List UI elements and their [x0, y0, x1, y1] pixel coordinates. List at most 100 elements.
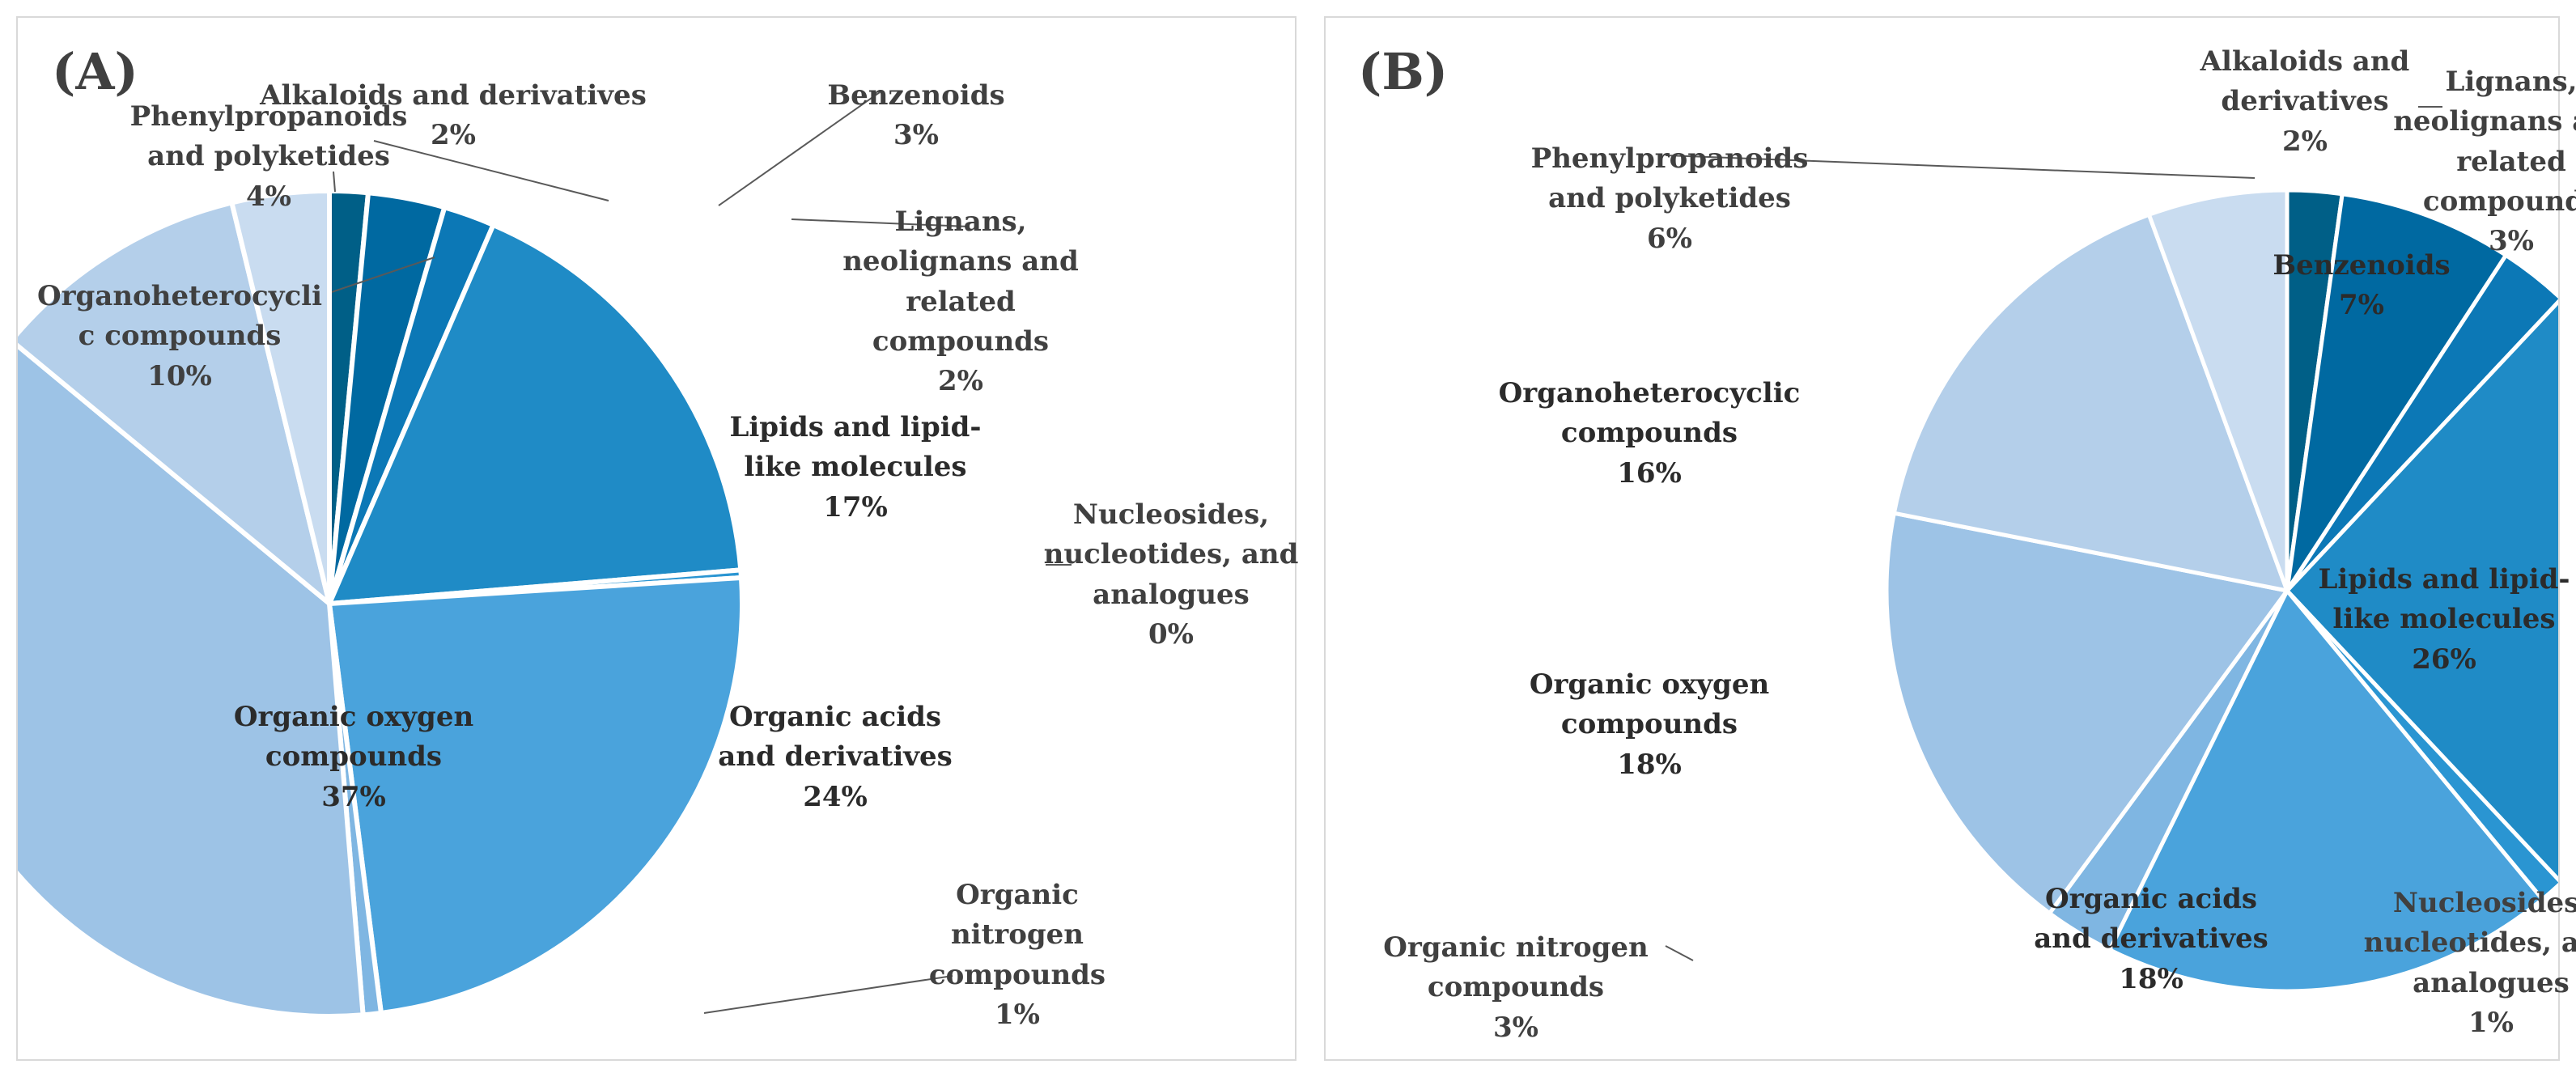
slice-label-organic-nitrogen-compounds: Organic nitrogen compounds 1%	[929, 876, 1106, 1035]
pie-slice-organic-oxygen-compounds	[18, 342, 366, 1019]
slice-label-benzenoids: Benzenoids 3%	[827, 76, 1004, 156]
slice-percent: 18%	[1617, 748, 1682, 781]
slice-label-line: neolignans and	[2393, 105, 2576, 138]
slice-label-line: c compounds	[78, 320, 282, 353]
pie-slice-organoheterocyclic-compounds	[1891, 212, 2290, 593]
leader-line-organoheterocyclic-compounds	[316, 257, 435, 298]
slice-label-line: Alkaloids and derivatives	[260, 79, 647, 112]
slice-label-line: and polyketides	[1548, 182, 1791, 215]
slice-label-line: analogues	[2413, 966, 2570, 999]
slice-label-line: nitrogen	[950, 918, 1084, 952]
slice-label-line: like molecules	[2332, 603, 2556, 636]
slice-percent: 26%	[2412, 642, 2476, 676]
slice-label-line: Organic oxygen	[233, 701, 474, 733]
slice-label-line: nucleotides, and	[2363, 926, 2576, 960]
slice-label-line: like molecules	[744, 451, 967, 484]
pie-slice-benzenoids	[2285, 192, 2508, 593]
slice-label-line: Benzenoids	[2273, 249, 2451, 282]
pie-slice-lignans-neolignans-and-related-compounds	[2285, 252, 2558, 593]
slice-percent: 3%	[2489, 225, 2534, 258]
slice-label-phenylpropanoids-and-polyketides: Phenylpropanoids and polyketides 6%	[1531, 139, 1809, 259]
slice-label-line: and derivatives	[2034, 922, 2268, 956]
pie-slice-lipids-and-lipid-like-molecules	[2285, 299, 2558, 883]
slice-label-line: compounds	[265, 740, 443, 774]
slice-percent: 4%	[246, 180, 291, 213]
pie-chart-a	[18, 91, 1072, 1019]
chart-panel-b: (B) Alkaloids and derivatives 2% Benzenoids…	[1324, 16, 2576, 1061]
slice-label-alkaloids-and-derivatives: Alkaloids and derivatives 2%	[260, 76, 647, 156]
slice-label-organic-oxygen-compounds: Organic oxygen compounds 18%	[1530, 665, 1769, 785]
slice-label-line: Nucleosides,	[2392, 887, 2576, 919]
slice-label-lipids-and-lipid-like-molecules: Lipids and lipid-like molecules 17%	[729, 408, 981, 528]
slice-label-line: related	[906, 285, 1016, 318]
slice-label-line: related	[2456, 145, 2566, 178]
leader-line-alkaloids-and-derivatives	[333, 171, 336, 193]
slice-label-line: Lipids and lipid-	[2318, 563, 2570, 596]
slice-label-lipids-and-lipid-like-molecules: Lipids and lipid-like molecules 26%	[2318, 560, 2570, 680]
pie-slice-lipids-and-lipid-like-molecules	[327, 222, 744, 606]
slice-label-line: Organoheterocycli	[36, 280, 323, 312]
slice-label-line: Benzenoids	[827, 79, 1005, 112]
slice-percent: 18%	[2119, 962, 2183, 995]
slice-label-phenylpropanoids-and-polyketides: Phenylpropanoids and polyketides 4%	[130, 97, 408, 217]
slice-percent: 6%	[1647, 222, 1692, 255]
panel-label-b: (B)	[1358, 42, 1449, 101]
slice-label-line: Lignans,	[894, 206, 1027, 238]
slice-label-organoheterocyclic-compounds: Organoheterocyclic compounds 16%	[1499, 374, 1801, 494]
slice-label-lignans-neolignans-and-related-compounds: Lignans, neolignans and related compounds 2%	[842, 202, 1079, 401]
slice-percent: 3%	[1493, 1011, 1538, 1044]
slice-label-line: compounds	[1560, 417, 1738, 450]
pie-slice-organoheterocyclic-compounds	[18, 200, 332, 606]
pie-chart-b	[1665, 106, 2558, 994]
slice-percent: 17%	[823, 490, 888, 524]
pie-slice-organic-acids-and-derivatives	[2107, 588, 2545, 994]
panel-label-a: (A)	[52, 42, 138, 101]
slice-label-line: analogues	[1093, 578, 1250, 611]
slice-label-line: Organoheterocyclic	[1498, 377, 1801, 409]
slice-label-line: compounds	[872, 324, 1050, 358]
slice-label-line: Organic acids	[728, 701, 942, 733]
slice-label-line: Organic nitrogen	[1383, 931, 1649, 964]
slice-label-organic-nitrogen-compounds: Organic nitrogen compounds 3%	[1383, 928, 1649, 1048]
slice-percent: 37%	[321, 780, 386, 813]
slice-label-line: Organic oxygen	[1529, 668, 1770, 701]
slice-percent: 10%	[147, 359, 212, 392]
slice-label-line: Organic	[956, 879, 1079, 911]
slice-label-line: nucleotides, and	[1043, 538, 1299, 571]
slice-label-organoheterocyclic-compounds: Organoheterocycli c compounds 10%	[37, 277, 322, 396]
slice-label-line: compounds	[928, 958, 1106, 991]
leader-line-organic-nitrogen-compounds	[703, 975, 953, 1014]
pie-slice-phenylpropanoids-and-polyketides	[229, 189, 332, 606]
slice-percent: 2%	[2282, 125, 2328, 158]
slice-label-line: Lignans,	[2445, 66, 2576, 98]
slice-label-line: and derivatives	[718, 740, 953, 774]
pie-slice-phenylpropanoids-and-polyketides	[2146, 188, 2290, 593]
slice-percent: 24%	[803, 780, 868, 813]
leader-line-organic-nitrogen-compounds	[1665, 945, 1694, 961]
chart-panel-a: (A) Alkaloids and derivatives 2% Benzenoid…	[16, 16, 1299, 1061]
slice-label-organic-acids-and-derivatives: Organic acids and derivatives 24%	[718, 698, 953, 817]
slice-label-lignans-neolignans-and-related-compounds: Lignans, neolignans and related compounds 3%	[2393, 62, 2576, 261]
slice-percent: 7%	[2339, 289, 2384, 322]
slice-percent: 0%	[1148, 617, 1194, 651]
leader-line-phenylpropanoids-and-polyketides	[373, 140, 609, 201]
slice-label-benzenoids: Benzenoids 7%	[2273, 246, 2450, 326]
slice-percent: 2%	[431, 119, 476, 152]
slice-percent: 1%	[2468, 1006, 2514, 1039]
slice-label-line: Alkaloids and	[2200, 45, 2410, 78]
slice-label-line: Phenylpropanoids	[129, 100, 408, 133]
slice-label-line: derivatives	[2221, 85, 2389, 118]
slice-percent: 2%	[938, 365, 983, 398]
slice-label-line: compounds	[1427, 971, 1605, 1004]
slice-percent: 1%	[995, 998, 1040, 1031]
slice-percent: 3%	[893, 119, 939, 152]
leader-line-lignans-neolignans-and-related-compounds	[791, 218, 970, 227]
slice-label-line: Nucleosides,	[1072, 498, 1270, 531]
slice-label-organic-acids-and-derivatives: Organic acids and derivatives 18%	[2034, 880, 2268, 999]
slice-label-line: Organic acids	[2044, 883, 2258, 915]
leader-line-benzenoids	[718, 91, 881, 206]
slice-label-nucleosides-nucleotides-and-analogues: Nucleosides, nucleotides, and analogues 1%	[2364, 884, 2576, 1043]
slice-label-line: Lipids and lipid-	[729, 411, 982, 443]
slice-label-line: Phenylpropanoids	[1530, 142, 1809, 175]
slice-label-nucleosides-nucleotides-and-analogues: Nucleosides, nucleotides, and analogues 0%	[1044, 495, 1299, 655]
